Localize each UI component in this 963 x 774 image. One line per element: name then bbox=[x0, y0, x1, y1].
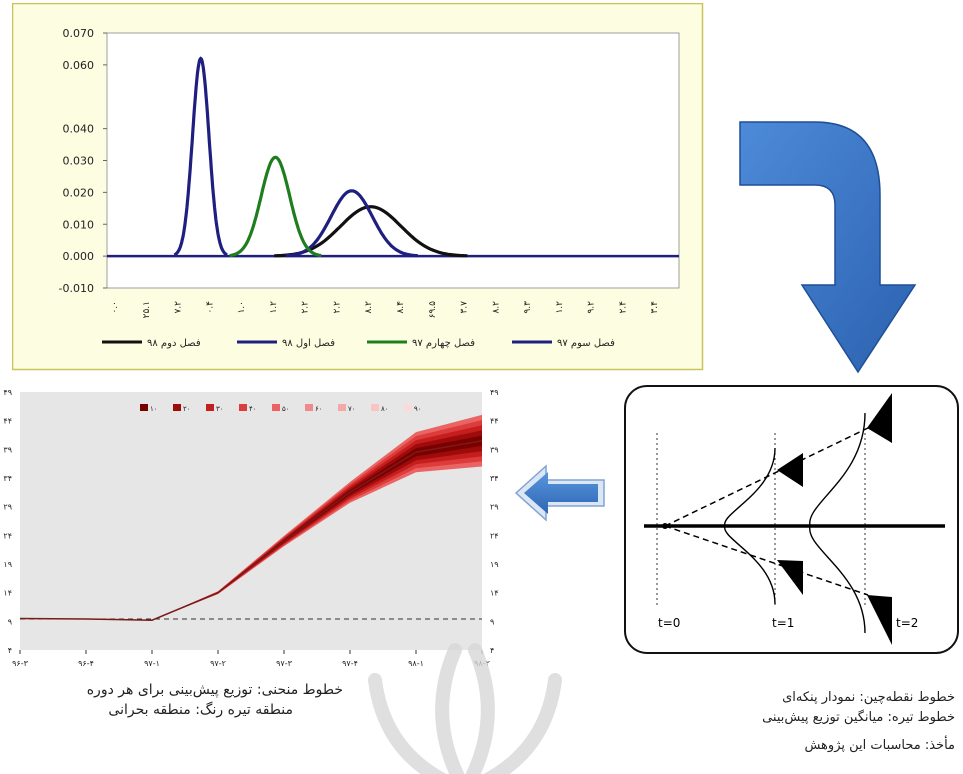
density-legend: فصل دوم ۹۸ فصل اول ۹۸ فصل چهارم ۹۷ فصل س… bbox=[102, 338, 615, 349]
density-x-tick: ۲۵.۱ bbox=[142, 301, 152, 318]
fan-y-tick-left: ۳۹ bbox=[3, 445, 12, 454]
density-y-tick: 0.040 bbox=[63, 123, 95, 136]
fan-legend: ۱۰ ۲۰ ۳۰ ۴۰ ۵۰ ۶۰ ۷۰ ۸۰ ۹۰ bbox=[140, 404, 422, 413]
fan-legend-swatch bbox=[239, 404, 247, 411]
fan-y-tick-right: ۴۴ bbox=[490, 417, 499, 426]
fan-legend-swatch bbox=[272, 404, 280, 411]
density-y-tick: 0.070 bbox=[63, 27, 95, 40]
density-x-tick: ۲.۲ bbox=[301, 301, 311, 314]
fan-legend-label: ۷۰ bbox=[348, 405, 356, 413]
label-t0: t=0 bbox=[658, 616, 680, 630]
legend-season1-98: فصل اول ۹۸ bbox=[282, 338, 335, 349]
density-x-tick: ۳.۷ bbox=[460, 301, 470, 314]
fan-y-tick-right: ۳۴ bbox=[490, 474, 499, 483]
caption-right-line1: خطوط نقطه‌چین: نمودار پنکه‌ای bbox=[782, 690, 955, 705]
fan-x-tick: ۹۶-۳ bbox=[12, 659, 28, 668]
fan-legend-swatch bbox=[404, 404, 412, 411]
caption-left-line1: خطوط منحنی: توزیع پیش‌بینی برای هر دوره bbox=[86, 682, 343, 698]
density-x-tick: ۹.۲ bbox=[587, 301, 597, 314]
label-t1: t=1 bbox=[772, 616, 794, 630]
fan-y-tick-right: ۲۴ bbox=[490, 531, 499, 540]
fan-y-tick-left: ۱۹ bbox=[3, 560, 12, 569]
density-x-tick: ۸.۴ bbox=[396, 301, 406, 314]
density-x-tick: ۱.۲ bbox=[555, 301, 565, 314]
density-y-tick: 0.060 bbox=[63, 59, 95, 72]
density-x-tick: ۲.۴ bbox=[618, 301, 628, 314]
fan-legend-label: ۳۰ bbox=[216, 405, 224, 413]
fan-y-tick-right: ۳۹ bbox=[490, 445, 499, 454]
fan-legend-label: ۱۰ bbox=[150, 405, 158, 413]
fan-legend-label: ۲۰ bbox=[183, 405, 191, 413]
density-y-tick: 0.010 bbox=[63, 218, 95, 231]
fan-y-tick-left: ۳۴ bbox=[3, 474, 12, 483]
density-x-tick: ۶۹.۵ bbox=[428, 301, 438, 319]
fan-y-tick-right: ۴۹ bbox=[490, 390, 499, 397]
fan-diagram-frame bbox=[624, 385, 959, 654]
fan-plot-area bbox=[20, 392, 482, 650]
left-arrow-icon bbox=[514, 464, 605, 522]
density-x-tick: ۲.۲ bbox=[332, 301, 342, 314]
fan-y-tick-left: ۴ bbox=[8, 646, 12, 655]
caption-right-line2: خطوط تیره: میانگین توزیع پیش‌بینی bbox=[762, 710, 955, 725]
fan-y-tick-left: ۴۴ bbox=[3, 417, 12, 426]
fan-y-tick-right: ۹ bbox=[490, 617, 494, 626]
density-x-tick: ۱.۲ bbox=[269, 301, 279, 314]
fan-legend-label: ۵۰ bbox=[282, 405, 290, 413]
density-x-tick: ۹.۳ bbox=[523, 301, 533, 314]
density-curve bbox=[229, 155, 322, 258]
watermark-logo bbox=[368, 643, 562, 774]
density-x-tick: ۸.۲ bbox=[491, 301, 501, 314]
fan-legend-label: ۶۰ bbox=[315, 405, 323, 413]
legend-season4-97: فصل چهارم ۹۷ bbox=[412, 338, 475, 349]
fan-x-tick: ۹۶-۴ bbox=[78, 659, 94, 668]
fan-legend-swatch bbox=[338, 404, 346, 411]
fan-x-tick: ۹۷-۴ bbox=[342, 659, 358, 668]
curved-arrow-icon bbox=[739, 121, 917, 374]
label-t2: t=2 bbox=[896, 616, 918, 630]
density-y-tick: 0.000 bbox=[63, 250, 95, 263]
fan-x-tick: ۹۷-۲ bbox=[210, 659, 226, 668]
fan-legend-label: ۹۰ bbox=[414, 405, 422, 413]
density-curve bbox=[173, 56, 228, 257]
fan-legend-label: ۴۰ bbox=[249, 405, 257, 413]
fan-y-tick-right: ۱۹ bbox=[490, 560, 499, 569]
density-x-tick: ۰.۴ bbox=[205, 301, 215, 314]
density-x-tick: ۸.۲ bbox=[364, 301, 374, 314]
legend-season3-97: فصل سوم ۹۷ bbox=[557, 338, 615, 349]
fan-y-tick-left: ۹ bbox=[8, 617, 12, 626]
fan-legend-swatch bbox=[371, 404, 379, 411]
density-y-tick: -0.010 bbox=[59, 282, 94, 295]
caption-right-line3: مأخذ: محاسبات این پژوهش bbox=[804, 738, 955, 753]
density-y-tick: 0.030 bbox=[63, 155, 95, 168]
fan-y-tick-right: ۲۹ bbox=[490, 503, 499, 512]
fan-center-line bbox=[19, 439, 483, 621]
density-x-tick: ۰.۰ bbox=[110, 301, 120, 314]
fan-legend-label: ۸۰ bbox=[381, 405, 389, 413]
legend-season2-98: فصل دوم ۹۸ bbox=[147, 338, 201, 349]
density-chart: 0.070 0.060 0.040 0.030 0.020 0.010 0.000 -0.01… bbox=[12, 3, 704, 371]
density-y-tick: 0.020 bbox=[63, 186, 95, 199]
density-x-tick: ۱.۰ bbox=[237, 301, 247, 314]
fan-x-tick: ۹۸-۱ bbox=[408, 659, 424, 668]
density-x-tick: ۷.۲ bbox=[174, 301, 184, 314]
fan-y-tick-right: ۴ bbox=[490, 646, 494, 655]
fan-y-tick-left: ۲۴ bbox=[3, 531, 12, 540]
fan-legend-swatch bbox=[173, 404, 181, 411]
caption-left-line2: منطقه تیره رنگ: منطقه بحرانی bbox=[108, 702, 293, 718]
fan-diagram: t=0 t=1 t=2 bbox=[624, 385, 959, 654]
fan-y-tick-left: ۴۹ bbox=[3, 390, 12, 397]
density-plot-area bbox=[106, 32, 680, 289]
fan-y-tick-right: ۱۴ bbox=[490, 589, 499, 598]
fan-y-tick-left: ۲۹ bbox=[3, 503, 12, 512]
fan-y-tick-left: ۱۴ bbox=[3, 589, 12, 598]
fan-legend-swatch bbox=[140, 404, 148, 411]
fan-x-tick: ۹۷-۱ bbox=[144, 659, 160, 668]
density-x-tick: ۳.۴ bbox=[650, 301, 660, 314]
fan-legend-swatch bbox=[206, 404, 214, 411]
fan-legend-swatch bbox=[305, 404, 313, 411]
fan-band bbox=[20, 430, 482, 621]
fan-x-tick: ۹۷-۳ bbox=[276, 659, 292, 668]
